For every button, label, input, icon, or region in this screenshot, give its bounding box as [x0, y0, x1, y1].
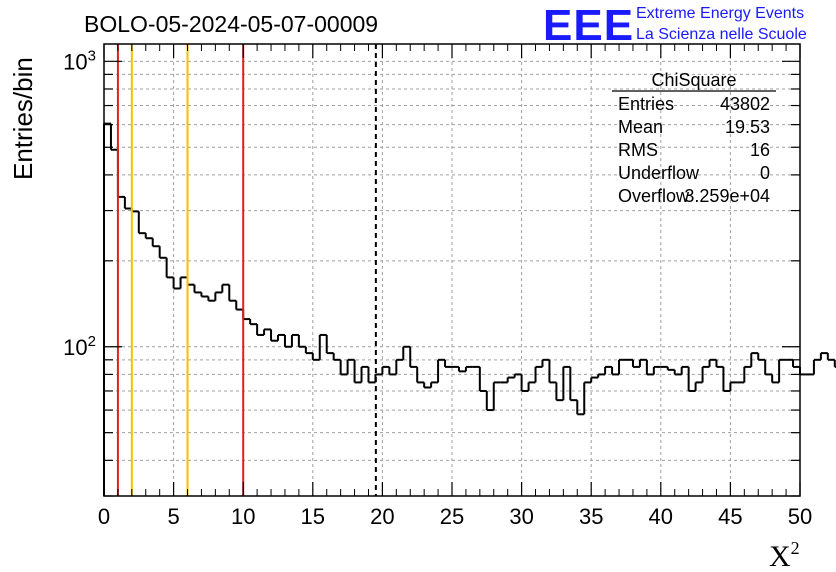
- y-axis-label: Entries/bin: [8, 57, 38, 180]
- marker-lines-layer: [116, 44, 377, 496]
- x-tick-label: 10: [231, 504, 255, 529]
- eee-logo: EEE Extreme Energy Events La Scienza nel…: [543, 1, 807, 50]
- y-tick-label-exponent: 2: [88, 333, 96, 350]
- stats-row-value: 43802: [720, 94, 770, 114]
- x-tick-label: 0: [98, 504, 110, 529]
- y-tick-label-base: 10: [63, 49, 87, 74]
- stats-row-value: 16: [750, 140, 770, 160]
- x-tick-labels: 0 5 10 15 20 25 30 35 40 45 50: [98, 504, 812, 529]
- y-tick-label-base: 10: [63, 335, 87, 360]
- logo-line-1: Extreme Energy Events: [636, 5, 804, 22]
- stats-row-label: Entries: [618, 94, 674, 114]
- logo-line-2: La Scienza nelle Scuole: [636, 26, 807, 43]
- stats-row-value: 0: [760, 163, 770, 183]
- stats-row-label: Overflow: [618, 186, 690, 206]
- chart-title: BOLO-05-2024-05-07-00009: [84, 11, 378, 37]
- grid-layer: [104, 44, 800, 497]
- stats-row-label: RMS: [618, 140, 658, 160]
- histogram-layer: [103, 122, 836, 496]
- stats-box: ChiSquare Entries 43802 Mean 19.53 RMS 16 Unde…: [612, 70, 776, 206]
- y-tick-label-exponent: 3: [88, 47, 96, 64]
- x-tick-label: 5: [167, 504, 179, 529]
- logo-mark: EEE: [543, 1, 634, 50]
- stats-title: ChiSquare: [651, 70, 736, 90]
- x-tick-label: 25: [440, 504, 464, 529]
- y-tick-label: 103: [63, 47, 96, 74]
- stats-row-value: 19.53: [725, 117, 770, 137]
- stats-row-label: Underflow: [618, 163, 700, 183]
- x-tick-label: 50: [788, 504, 812, 529]
- x-axis-label-base: X: [769, 540, 791, 572]
- x-axis-label-superscript: 2: [791, 538, 800, 558]
- y-tick-label: 102: [63, 333, 96, 360]
- stats-row-label: Mean: [618, 117, 663, 137]
- x-tick-label: 40: [649, 504, 673, 529]
- x-tick-label: 30: [509, 504, 533, 529]
- x-tick-label: 35: [579, 504, 603, 529]
- x-tick-label: 15: [301, 504, 325, 529]
- x-tick-label: 45: [718, 504, 742, 529]
- x-axis-label: X2: [769, 538, 800, 572]
- x-tick-label: 20: [370, 504, 394, 529]
- tick-marks-layer: [103, 44, 801, 497]
- stats-row-value: 3.259e+04: [684, 186, 770, 206]
